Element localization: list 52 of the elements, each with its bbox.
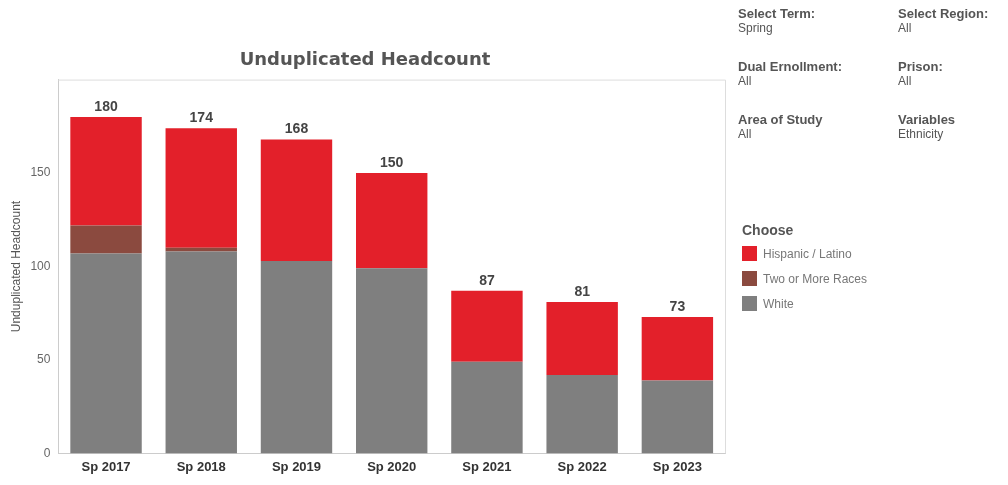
- x-tick-label: Sp 2021: [462, 458, 512, 474]
- bar: [451, 290, 523, 362]
- bar: [546, 374, 618, 454]
- total-label: 168: [284, 120, 309, 137]
- bar: [260, 139, 333, 261]
- y-tick-label: 100: [30, 258, 51, 273]
- legend-label: Hispanic / Latino: [763, 246, 852, 261]
- x-tick-label: Sp 2018: [176, 458, 226, 474]
- bar: [165, 128, 237, 248]
- text: Spring: [738, 21, 774, 35]
- legend-label: White: [763, 296, 794, 311]
- bar: [641, 380, 714, 454]
- chart-title: Unduplicated Headcount: [239, 48, 491, 70]
- y-tick-label: 150: [30, 165, 51, 180]
- total-label: 150: [380, 153, 404, 170]
- legend-label: Two or More Races: [763, 271, 868, 286]
- text: Ethnicity: [898, 127, 945, 141]
- text: Area of Study: [738, 112, 824, 127]
- x-tick-label: Sp 2022: [557, 458, 607, 474]
- total-label: 87: [479, 271, 495, 288]
- text: Select Term:: [738, 6, 817, 21]
- legend-title: Choose: [742, 222, 795, 238]
- text: Select Region:: [898, 6, 990, 21]
- text: All: [738, 74, 753, 88]
- text: Variables: [898, 112, 957, 127]
- x-tick-label: Sp 2019: [271, 458, 322, 474]
- total-label: 73: [669, 297, 686, 314]
- bar: [165, 251, 237, 454]
- bar: [70, 253, 142, 454]
- y-tick-label: 50: [37, 352, 51, 367]
- bar: [356, 268, 428, 454]
- bar: [70, 225, 142, 254]
- bar: [70, 116, 142, 226]
- bar: [641, 316, 714, 381]
- total-label: 180: [94, 97, 118, 114]
- bar: [165, 247, 237, 252]
- text: All: [898, 21, 913, 35]
- y-tick-label: 0: [43, 445, 51, 460]
- text: Prison:: [898, 59, 944, 74]
- bar: [546, 302, 618, 375]
- x-tick-label: Sp 2023: [652, 458, 702, 474]
- total-label: 174: [189, 109, 214, 126]
- text: Dual Ernollment:: [738, 59, 843, 74]
- bar: [451, 361, 523, 454]
- bar: [356, 173, 428, 269]
- bar: [260, 260, 333, 454]
- total-label: 81: [574, 282, 591, 299]
- text: All: [738, 127, 753, 141]
- text: All: [898, 74, 913, 88]
- y-axis-title: Unduplicated Headcount: [8, 200, 23, 333]
- x-tick-label: Sp 2020: [367, 458, 417, 474]
- x-tick-label: Sp 2017: [81, 458, 131, 474]
